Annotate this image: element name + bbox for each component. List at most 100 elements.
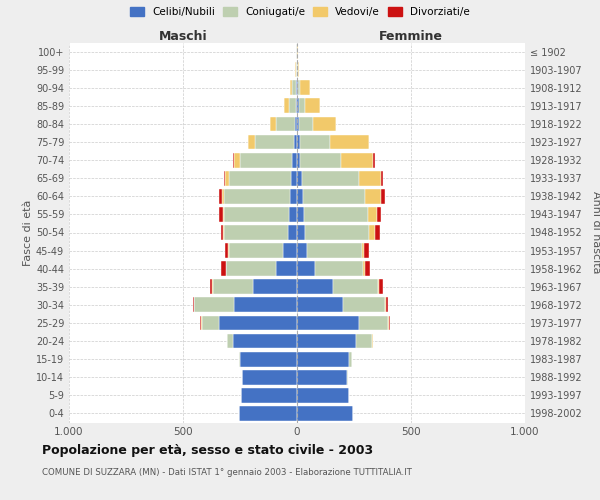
Bar <box>239 352 240 366</box>
Bar <box>299 98 305 114</box>
Bar <box>227 334 233 348</box>
Bar <box>313 116 336 132</box>
Bar <box>235 298 297 312</box>
Bar <box>221 262 226 276</box>
Bar <box>379 280 383 294</box>
Bar <box>386 298 388 312</box>
Bar <box>304 207 368 222</box>
Bar <box>388 316 389 330</box>
Y-axis label: Anni di nascita: Anni di nascita <box>591 191 600 274</box>
Legend: Celibi/Nubili, Coniugati/e, Vedovi/e, Divorziati/e: Celibi/Nubili, Coniugati/e, Vedovi/e, Di… <box>126 2 474 22</box>
Bar <box>297 298 343 312</box>
Bar <box>297 116 299 132</box>
Bar <box>378 280 379 294</box>
Bar <box>194 298 235 312</box>
Bar <box>297 225 305 240</box>
Bar <box>359 316 388 330</box>
Bar <box>356 334 372 348</box>
Bar <box>349 352 352 366</box>
Bar <box>297 189 303 204</box>
Y-axis label: Fasce di età: Fasce di età <box>23 200 33 266</box>
Bar <box>301 152 341 168</box>
Bar <box>343 298 385 312</box>
Text: Maschi: Maschi <box>158 30 208 44</box>
Bar <box>373 152 374 168</box>
Bar <box>365 189 382 204</box>
Bar <box>200 316 201 330</box>
Bar <box>302 171 359 186</box>
Bar <box>293 134 297 150</box>
Bar <box>220 189 222 204</box>
Bar <box>222 189 224 204</box>
Bar <box>220 207 223 222</box>
Bar <box>220 316 297 330</box>
Bar <box>305 225 369 240</box>
Bar <box>225 171 229 186</box>
Bar <box>303 189 365 204</box>
Bar <box>241 388 297 403</box>
Bar <box>389 316 391 330</box>
Text: Popolazione per età, sesso e stato civile - 2003: Popolazione per età, sesso e stato civil… <box>42 444 373 457</box>
Bar <box>284 98 289 114</box>
Bar <box>301 80 310 95</box>
Bar <box>226 262 277 276</box>
Bar <box>299 116 313 132</box>
Bar <box>224 207 289 222</box>
Bar <box>248 134 255 150</box>
Bar <box>385 298 386 312</box>
Bar <box>223 225 224 240</box>
Bar <box>221 225 223 240</box>
Bar <box>202 316 220 330</box>
Bar <box>364 243 369 258</box>
Bar <box>229 243 283 258</box>
Bar <box>292 171 297 186</box>
Bar <box>239 406 297 421</box>
Bar <box>382 171 383 186</box>
Bar <box>372 334 373 348</box>
Bar <box>382 189 385 204</box>
Bar <box>297 98 299 114</box>
Bar <box>290 189 297 204</box>
Bar <box>368 207 377 222</box>
Bar <box>277 116 295 132</box>
Bar <box>235 152 240 168</box>
Text: Femmine: Femmine <box>379 30 443 44</box>
Bar <box>229 171 292 186</box>
Bar <box>210 280 212 294</box>
Bar <box>290 80 292 95</box>
Bar <box>365 262 370 276</box>
Bar <box>334 280 378 294</box>
Bar <box>359 171 382 186</box>
Bar <box>298 80 301 95</box>
Bar <box>269 116 277 132</box>
Bar <box>297 334 356 348</box>
Bar <box>242 370 297 384</box>
Bar <box>289 98 296 114</box>
Bar <box>297 80 298 95</box>
Bar <box>297 171 302 186</box>
Bar <box>363 262 365 276</box>
Text: COMUNE DI SUZZARA (MN) - Dati ISTAT 1° gennaio 2003 - Elaborazione TUTTITALIA.IT: COMUNE DI SUZZARA (MN) - Dati ISTAT 1° g… <box>42 468 412 477</box>
Bar <box>253 280 297 294</box>
Bar <box>289 207 297 222</box>
Bar <box>297 406 353 421</box>
Bar <box>297 243 307 258</box>
Bar <box>288 225 297 240</box>
Bar <box>297 316 359 330</box>
Bar <box>297 207 304 222</box>
Bar <box>297 388 349 403</box>
Bar <box>305 98 320 114</box>
Bar <box>297 262 315 276</box>
Bar <box>341 152 373 168</box>
Bar <box>377 207 382 222</box>
Bar <box>223 207 224 222</box>
Bar <box>224 225 288 240</box>
Bar <box>374 225 380 240</box>
Bar <box>212 280 253 294</box>
Bar <box>297 370 347 384</box>
Bar <box>296 80 297 95</box>
Bar <box>277 262 297 276</box>
Bar <box>296 98 297 114</box>
Bar <box>330 134 369 150</box>
Bar <box>255 134 293 150</box>
